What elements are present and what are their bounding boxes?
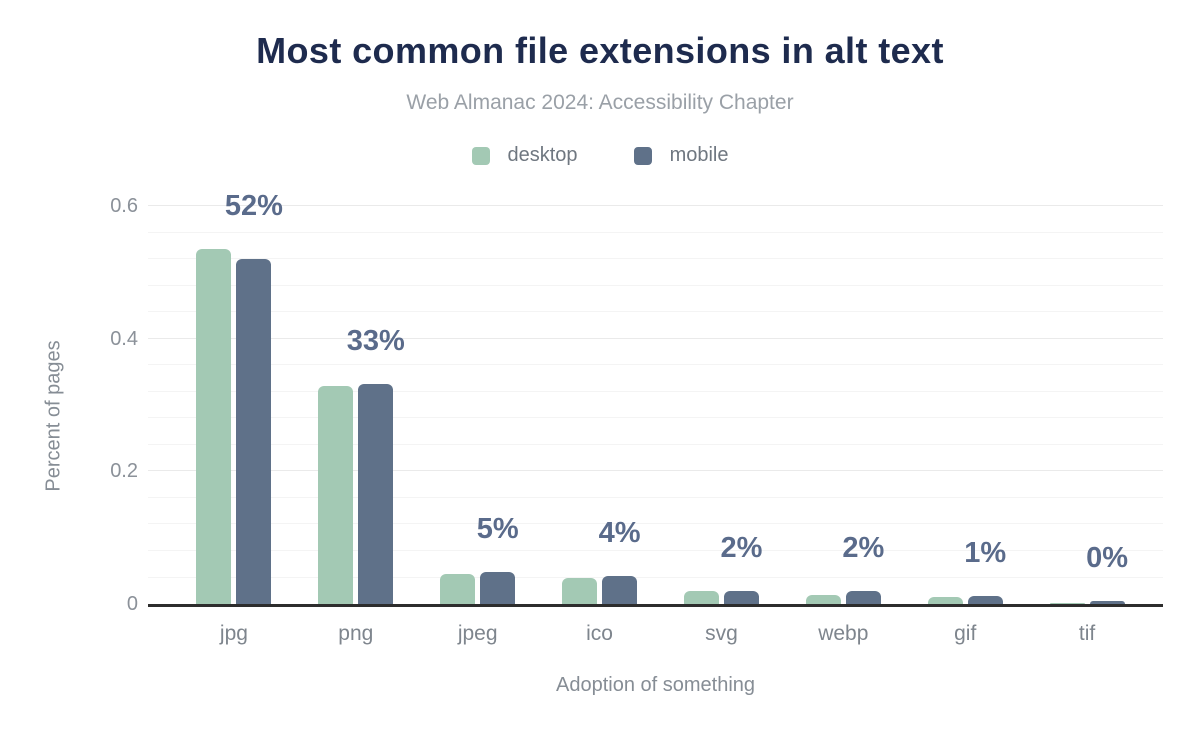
x-tick-label-jpg: jpg: [219, 622, 248, 645]
gridline: [148, 496, 1163, 498]
gridline: [148, 470, 1163, 472]
bar-mobile-png: [358, 383, 394, 604]
gridline: [148, 284, 1163, 286]
category-group-webp: 2%: [782, 206, 904, 604]
bar-desktop-webp: [805, 594, 841, 604]
chart-title: Most common file extensions in alt text: [256, 30, 944, 71]
data-label-svg: 2%: [720, 532, 763, 565]
data-label-png: 33%: [346, 324, 405, 357]
x-tick-label-webp: webp: [818, 622, 869, 645]
bar-mobile-svg: [723, 591, 759, 604]
bar-desktop-jpg: [196, 249, 232, 604]
legend-swatch-desktop: [471, 146, 490, 165]
legend: desktop mobile: [0, 144, 1200, 167]
bar-mobile-gif: [967, 596, 1003, 604]
plot-area: 52% 33% 5% 4% 2% 2% 1% 0%: [148, 190, 1163, 607]
category-group-jpg: 52%: [173, 190, 295, 604]
gridline: [148, 523, 1163, 525]
y-tick-label: 0.2: [110, 460, 138, 483]
x-axis-title: Adoption of something: [555, 674, 756, 696]
y-tick-label: 0.6: [110, 195, 138, 217]
category-group-tif: 0%: [1026, 206, 1148, 604]
x-tick-label-png: png: [338, 622, 374, 645]
bar-desktop-tif: [1049, 603, 1085, 604]
gridline: [148, 364, 1163, 366]
bar-desktop-jpeg: [440, 574, 476, 604]
bar-desktop-gif: [927, 596, 963, 604]
legend-item-mobile[interactable]: mobile: [633, 144, 729, 167]
y-tick-label: 0.4: [110, 327, 138, 350]
x-tick-label-svg: svg: [705, 622, 738, 645]
data-label-ico: 4%: [598, 516, 641, 549]
gridline: [148, 337, 1163, 339]
gridline: [148, 390, 1163, 392]
legend-item-desktop[interactable]: desktop: [471, 144, 578, 167]
legend-label-desktop: desktop: [507, 144, 578, 166]
data-label-jpg: 52%: [224, 190, 283, 223]
gridline: [148, 417, 1163, 419]
bar-desktop-ico: [562, 577, 598, 604]
x-tick-label-gif: gif: [954, 622, 977, 645]
x-tick-label-jpeg: jpeg: [457, 622, 498, 645]
category-group-svg: 2%: [661, 206, 783, 604]
x-axis-tick-labels: jpg png jpeg ico svg webp gif tif: [173, 622, 1148, 646]
data-label-tif: 0%: [1086, 542, 1129, 575]
bar-mobile-webp: [845, 591, 881, 604]
bar-desktop-svg: [683, 591, 719, 604]
gridline: [148, 443, 1163, 445]
category-group-ico: 4%: [539, 206, 661, 604]
bar-mobile-jpeg: [480, 571, 516, 604]
category-group-jpeg: 5%: [417, 206, 539, 604]
category-group-png: 33%: [295, 206, 417, 604]
bar-mobile-tif: [1089, 601, 1125, 604]
legend-swatch-mobile: [633, 146, 652, 165]
bar-mobile-jpg: [236, 259, 272, 604]
gridline: [148, 231, 1163, 233]
x-tick-label-ico: ico: [586, 622, 613, 645]
data-label-webp: 2%: [842, 532, 885, 565]
y-axis-title: Percent of pages: [42, 340, 65, 492]
chart-subtitle: Web Almanac 2024: Accessibility Chapter: [406, 91, 794, 114]
data-label-gif: 1%: [964, 537, 1007, 569]
bar-series: 52% 33% 5% 4% 2% 2% 1% 0%: [173, 190, 1148, 604]
gridline: [148, 258, 1163, 260]
bar-mobile-ico: [602, 575, 638, 604]
data-label-jpeg: 5%: [476, 512, 519, 545]
gridline: [148, 576, 1163, 578]
y-axis-tick-labels: 0 0.2 0.4 0.6: [88, 195, 138, 615]
gridline: [148, 311, 1163, 313]
bar-desktop-png: [318, 386, 354, 604]
gridline: [148, 549, 1163, 551]
x-tick-label-tif: tif: [1078, 622, 1096, 645]
legend-label-mobile: mobile: [669, 144, 729, 166]
y-tick-label: 0: [126, 593, 138, 615]
gridline: [148, 205, 1163, 206]
category-group-gif: 1%: [904, 206, 1026, 604]
